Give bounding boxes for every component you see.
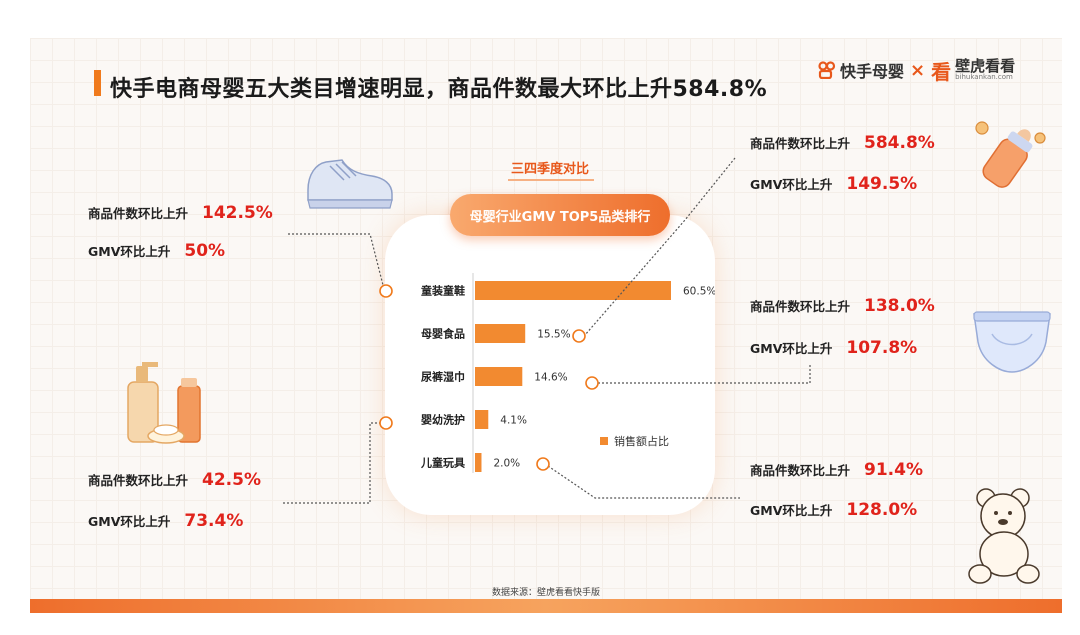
stat-label: 商品件数环比上升 [88,473,189,488]
stat-value: 73.4% [184,511,244,531]
stat-wash-items: 商品件数环比上升 42.5% [88,470,261,490]
stat-shoes-gmv: GMV环比上升 50% [88,241,225,261]
stat-diaper-items: 商品件数环比上升 138.0% [750,296,935,316]
stat-value: 50% [184,241,226,261]
connector-diaper [598,363,811,384]
bihu-brand-url: bihukankan.com [955,73,1013,81]
bar [475,367,523,386]
marker-shoes [379,284,393,298]
title-accent-bar [94,70,101,96]
stat-wash-gmv: GMV环比上升 73.4% [88,511,243,531]
bar-value-label: 2.0% [493,458,520,470]
bar [475,281,671,300]
baby-care-bottles-icon [127,362,201,444]
kuaishou-logo-icon [818,61,836,79]
stat-label: GMV环比上升 [750,503,833,518]
stat-value: 91.4% [864,460,923,480]
marker-food [572,329,586,343]
stat-value: 138.0% [864,296,935,316]
stat-label: GMV环比上升 [750,341,833,356]
teddy-bear-icon [968,488,1040,584]
connector-lines [283,157,811,504]
marker-toys [536,457,550,471]
category-label: 母婴食品 [421,327,465,341]
chart-panel [385,215,715,515]
stat-value: 584.8% [864,133,935,153]
stat-toys-items: 商品件数环比上升 91.4% [750,460,923,480]
chart-title-pill: 母婴行业GMV TOP5品类排行 [450,194,670,236]
bihu-brand: 壁虎看看 bihukankan.com [955,59,1015,81]
stat-value: 128.0% [846,500,918,520]
data-source-note: 数据来源：壁虎看看快手版 [491,588,600,598]
bihu-brand-text: 壁虎看看 [955,57,1016,75]
stat-food-items: 商品件数环比上升 584.8% [750,133,935,153]
bar-value-label: 15.5% [537,329,570,341]
brand-logos: 快手母婴 × 看 壁虎看看 bihukankan.com [818,56,1015,84]
bar [475,324,526,343]
diaper-icon [973,311,1051,373]
collab-times-sign: × [910,59,926,81]
bar [475,410,489,429]
stat-food-gmv: GMV环比上升 149.5% [750,174,917,194]
stat-label: GMV环比上升 [750,177,833,192]
category-label: 童装童鞋 [421,284,465,298]
stat-value: 142.5% [202,203,273,223]
stat-label: 商品件数环比上升 [88,206,189,221]
marker-wash [379,416,393,430]
connector-wash [283,422,385,504]
kuaishou-brand-text: 快手母婴 [840,62,905,81]
page-title: 快手电商母婴五大类目增速明显，商品件数最大环比上升584.8% [110,77,768,102]
compare-label: 三四季度对比 [510,162,589,177]
category-label: 尿裤湿巾 [421,370,465,384]
sneaker-icon [307,159,393,209]
compare-underline [508,179,594,181]
stat-label: 商品件数环比上升 [750,136,851,151]
bar-value-label: 4.1% [500,415,527,427]
stat-value: 149.5% [846,174,918,194]
infographic-slide: 快手电商母婴五大类目增速明显，商品件数最大环比上升584.8% 快手母婴 × 看… [30,38,1062,613]
baby-bottle-icon [975,121,1046,188]
stat-label: GMV环比上升 [88,514,171,529]
bihu-logo-mark: 看 [931,59,952,84]
connector-food [584,157,736,336]
marker-diaper [585,376,599,390]
stat-label: 商品件数环比上升 [750,299,851,314]
stat-value: 42.5% [202,470,261,490]
category-bar-chart: 童装童鞋 60.5% 母婴食品 15.5% 尿裤湿巾 14.6% 婴幼洗护 4.1% 儿童玩具 2… [420,273,715,473]
connector-shoes [288,233,386,294]
stat-diaper-gmv: GMV环比上升 107.8% [750,338,917,358]
category-label: 儿童玩具 [420,456,465,470]
footer-accent-bar [30,599,1062,613]
stat-shoes-items: 商品件数环比上升 142.5% [88,203,273,223]
category-label: 婴幼洗护 [421,413,465,427]
stat-toys-gmv: GMV环比上升 128.0% [750,500,917,520]
connector-toys [547,465,740,499]
legend-label: 销售额占比 [614,435,669,448]
legend-swatch [600,437,608,445]
stat-label: 商品件数环比上升 [750,463,851,478]
stat-value: 107.8% [846,338,918,358]
bar-value-label: 60.5% [683,286,715,298]
stat-label: GMV环比上升 [88,244,171,259]
bar [475,453,482,472]
chart-legend: 销售额占比 [600,433,669,449]
bar-value-label: 14.6% [534,372,567,384]
